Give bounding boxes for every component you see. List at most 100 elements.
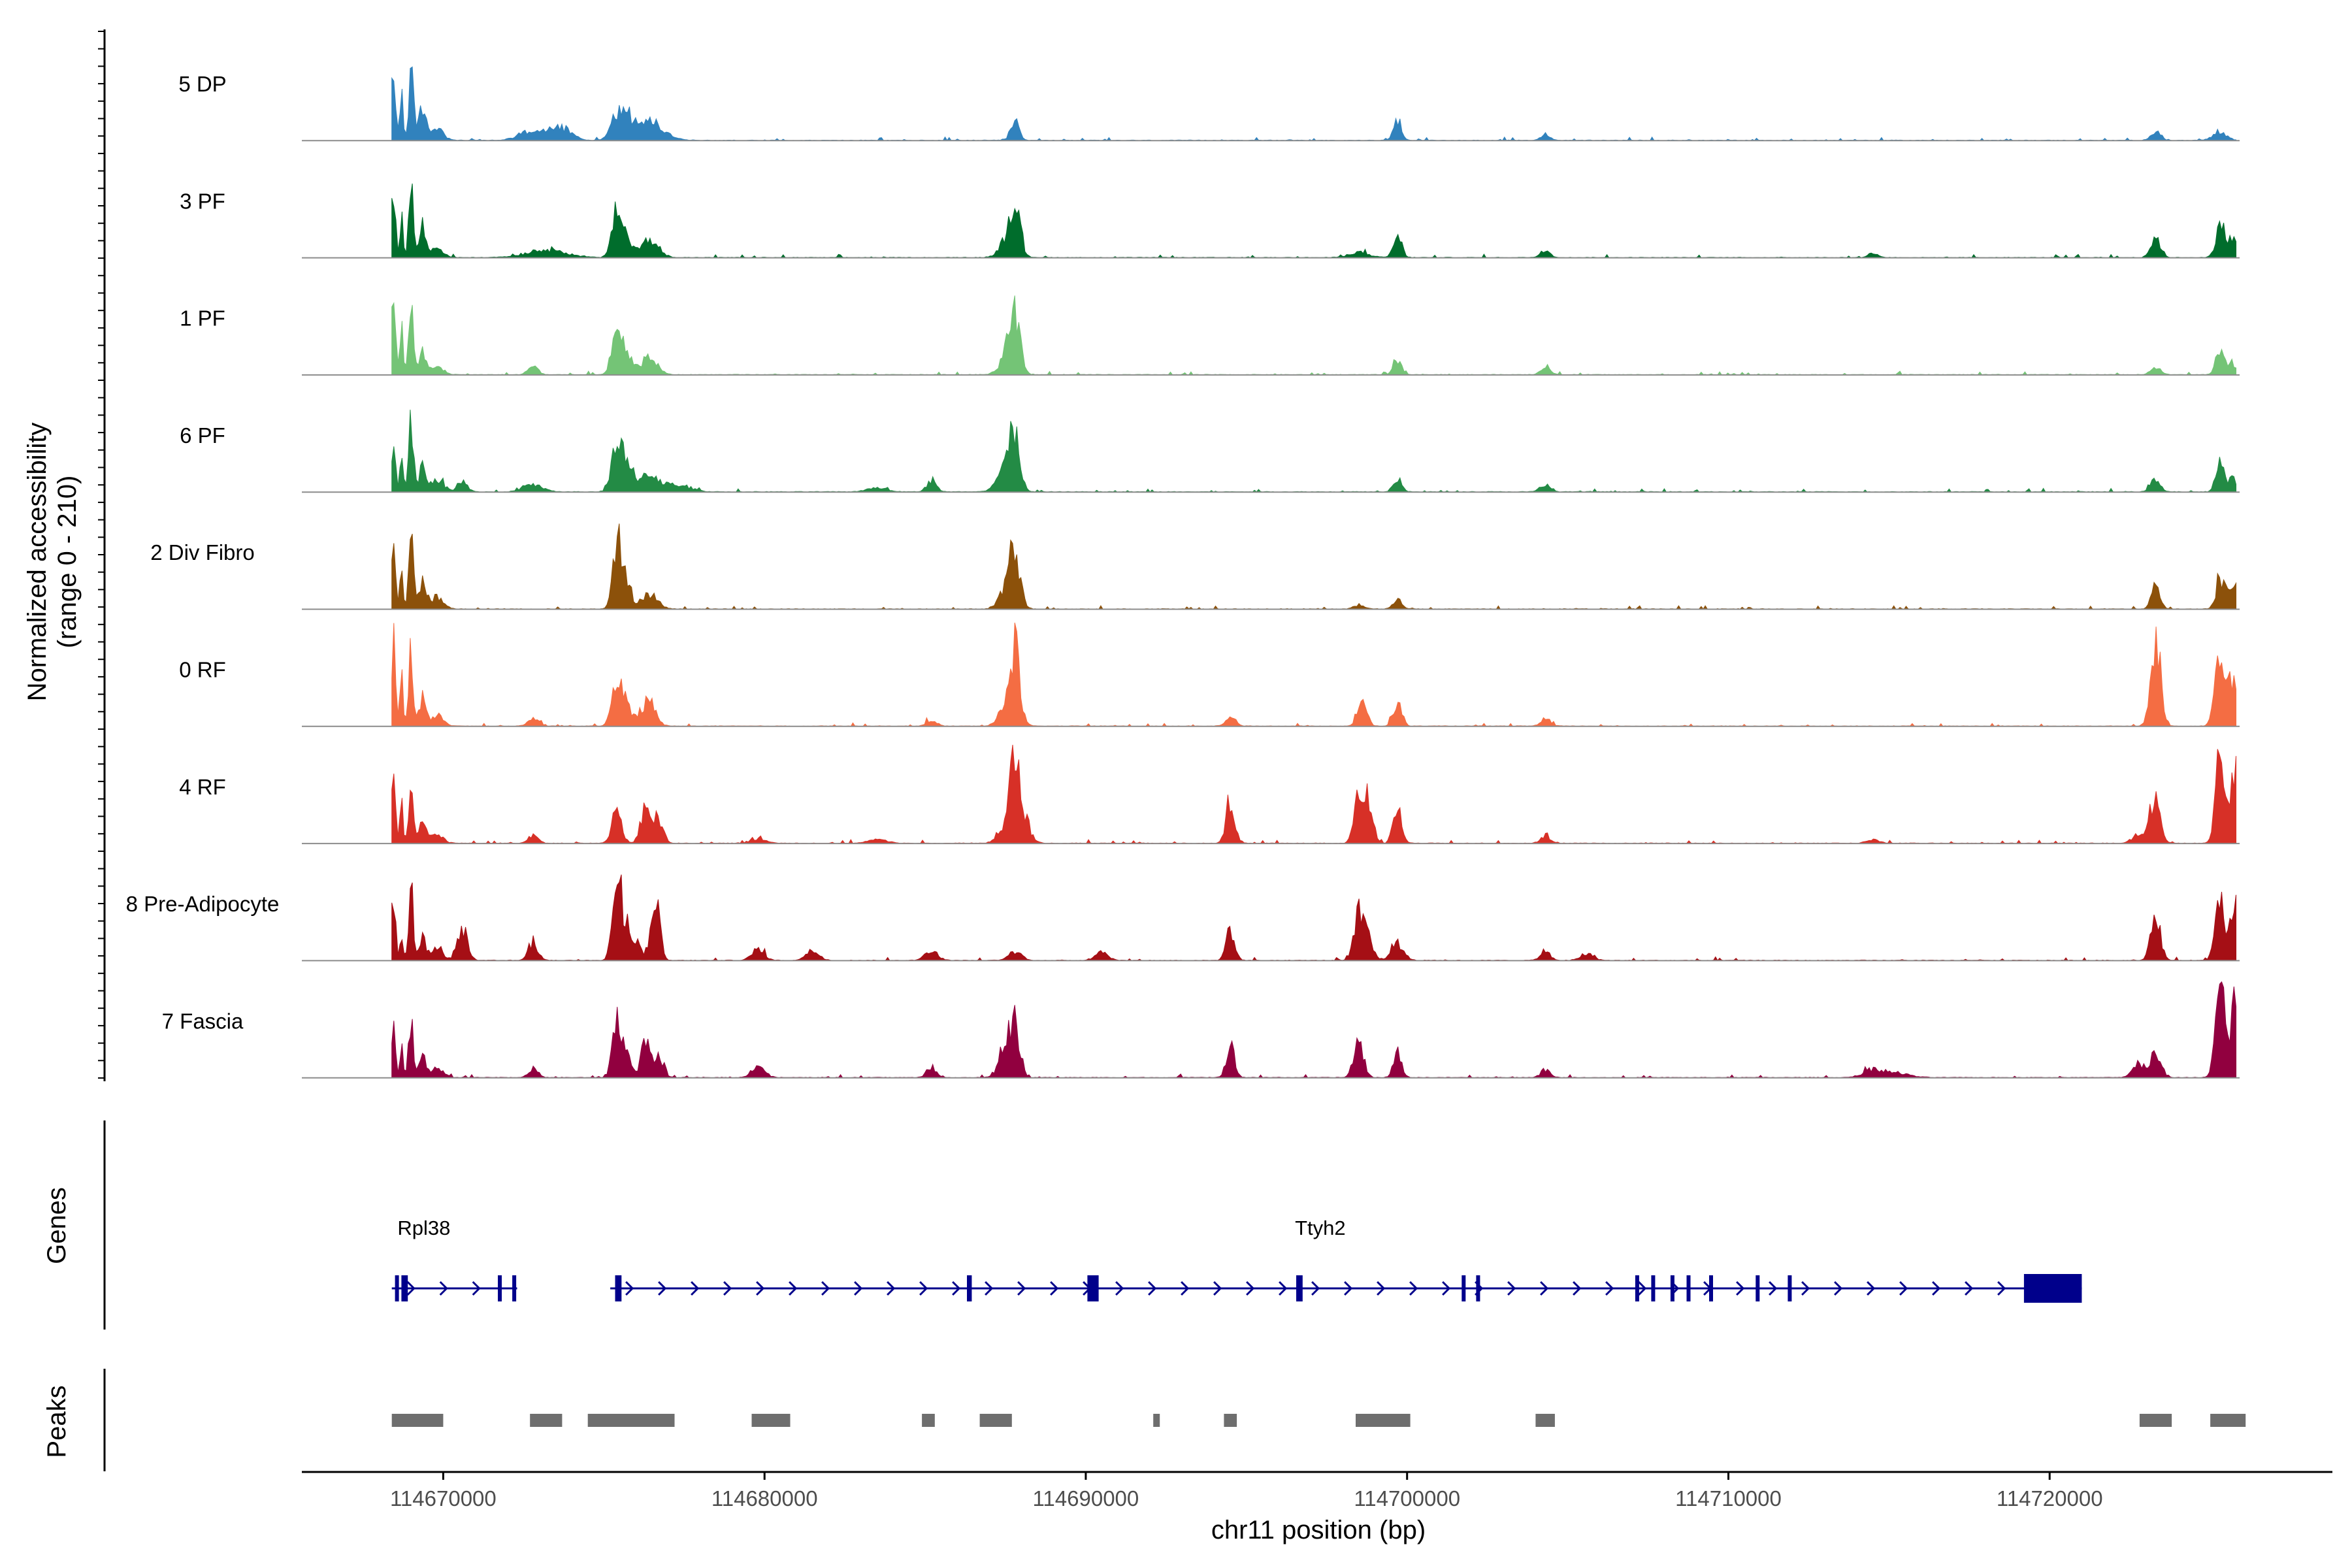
y-axis-title-range: (range 0 - 210) [53, 476, 82, 649]
track-label: 4 RF [179, 775, 226, 799]
coverage-area-4 [391, 523, 2236, 610]
exon [1635, 1275, 1639, 1301]
coverage-area-8 [391, 981, 2236, 1079]
strand-arrow [1409, 1281, 1418, 1296]
strand-arrow [472, 1281, 481, 1296]
strand-arrow [723, 1281, 732, 1296]
peak-region [2210, 1414, 2246, 1427]
strand-arrow [1801, 1281, 1810, 1296]
exon [1709, 1275, 1713, 1301]
strand-arrow [854, 1281, 863, 1296]
strand-arrow [1377, 1281, 1386, 1296]
strand-arrow [1181, 1281, 1190, 1296]
peak-region [1224, 1414, 1237, 1427]
track-5: 0 RF [179, 622, 2240, 727]
track-0: 5 DP [178, 66, 2240, 142]
track-8: 7 Fascia [162, 981, 2240, 1079]
strand-arrow [919, 1281, 928, 1296]
strand-arrow [1540, 1281, 1549, 1296]
coverage-area-3 [391, 410, 2236, 493]
gene-ttyh2: Ttyh2 [610, 1217, 2082, 1303]
strand-arrow [1442, 1281, 1451, 1296]
peak-region [979, 1414, 1012, 1427]
peak-region [1535, 1414, 1555, 1427]
peak-region [587, 1414, 675, 1427]
peaks-panel-title: Peaks [42, 1385, 71, 1458]
peak-region [751, 1414, 791, 1427]
peak-region [922, 1414, 935, 1427]
y-axis [98, 29, 106, 1081]
exon [401, 1275, 408, 1301]
strand-arrow [1899, 1281, 1908, 1296]
x-tick-label: 114670000 [390, 1486, 497, 1511]
exon [967, 1275, 972, 1301]
peak-region [391, 1414, 444, 1427]
strand-arrow [1115, 1281, 1124, 1296]
exon [395, 1275, 399, 1301]
strand-arrow [691, 1281, 700, 1296]
strand-arrow [625, 1281, 634, 1296]
exon [1651, 1275, 1656, 1301]
exon [1686, 1275, 1691, 1301]
exon [1670, 1275, 1674, 1301]
x-axis-title: chr11 position (bp) [1211, 1516, 1426, 1544]
coverage-area-0 [391, 66, 2236, 142]
y-axis-title: Normalized accessibility [23, 423, 52, 702]
exon [615, 1275, 622, 1301]
exon [512, 1275, 517, 1301]
track-label: 2 Div Fibro [150, 540, 255, 564]
strand-arrow [1507, 1281, 1516, 1296]
coverage-area-7 [391, 874, 2236, 961]
x-tick-label: 114710000 [1675, 1486, 1782, 1511]
x-tick-label: 114690000 [1033, 1486, 1139, 1511]
strand-arrow [1605, 1281, 1614, 1296]
peak-region [1356, 1414, 1411, 1427]
exon [1756, 1275, 1760, 1301]
strand-arrow [1279, 1281, 1288, 1296]
track-label: 3 PF [180, 189, 225, 213]
peak-region [2139, 1414, 2172, 1427]
strand-arrow [756, 1281, 765, 1296]
track-label: 5 DP [178, 72, 226, 96]
track-6: 4 RF [179, 745, 2240, 845]
strand-arrow [1932, 1281, 1941, 1296]
track-1: 3 PF [180, 183, 2240, 259]
track-4: 2 Div Fibro [150, 523, 2240, 610]
peaks-panel [103, 1369, 2246, 1471]
strand-arrow [1050, 1281, 1059, 1296]
strand-arrow [789, 1281, 798, 1296]
strand-arrow [1736, 1281, 1745, 1296]
exon [1476, 1275, 1480, 1301]
coverage-tracks: 5 DP 3 PF 1 PF 6 PF 2 Div Fibro 0 RF 4 RF 8 Pre… [126, 66, 2240, 1079]
coverage-area-5 [391, 622, 2236, 727]
strand-arrow [952, 1281, 961, 1296]
gene-name-label: Rpl38 [397, 1217, 450, 1239]
exon [1788, 1275, 1792, 1301]
gene-rpl38: Rpl38 [391, 1217, 517, 1301]
exon [498, 1275, 502, 1301]
track-label: 1 PF [180, 306, 225, 331]
strand-arrow [887, 1281, 896, 1296]
exon [1296, 1275, 1303, 1301]
coverage-area-1 [391, 183, 2236, 259]
x-axis: 114670000 114680000 114690000 114700000 1147… [302, 1471, 2332, 1511]
x-tick-label: 114720000 [1997, 1486, 2103, 1511]
strand-arrow [1997, 1281, 2006, 1296]
peak-region [1153, 1414, 1160, 1427]
track-7: 8 Pre-Adipocyte [126, 874, 2240, 962]
strand-arrow [1246, 1281, 1255, 1296]
exon [1462, 1275, 1466, 1301]
exon [2023, 1274, 2082, 1303]
coverage-area-6 [391, 745, 2236, 844]
gene-name-label: Ttyh2 [1295, 1217, 1346, 1239]
strand-arrow [1311, 1281, 1320, 1296]
exon [1087, 1275, 1099, 1301]
track-label: 6 PF [180, 423, 225, 448]
strand-arrow [1213, 1281, 1222, 1296]
x-tick-label: 114700000 [1354, 1486, 1460, 1511]
strand-arrow [658, 1281, 667, 1296]
strand-arrow [1834, 1281, 1843, 1296]
strand-arrow [1148, 1281, 1157, 1296]
genes-panel: Rpl38 Ttyh2 [103, 1120, 2082, 1330]
